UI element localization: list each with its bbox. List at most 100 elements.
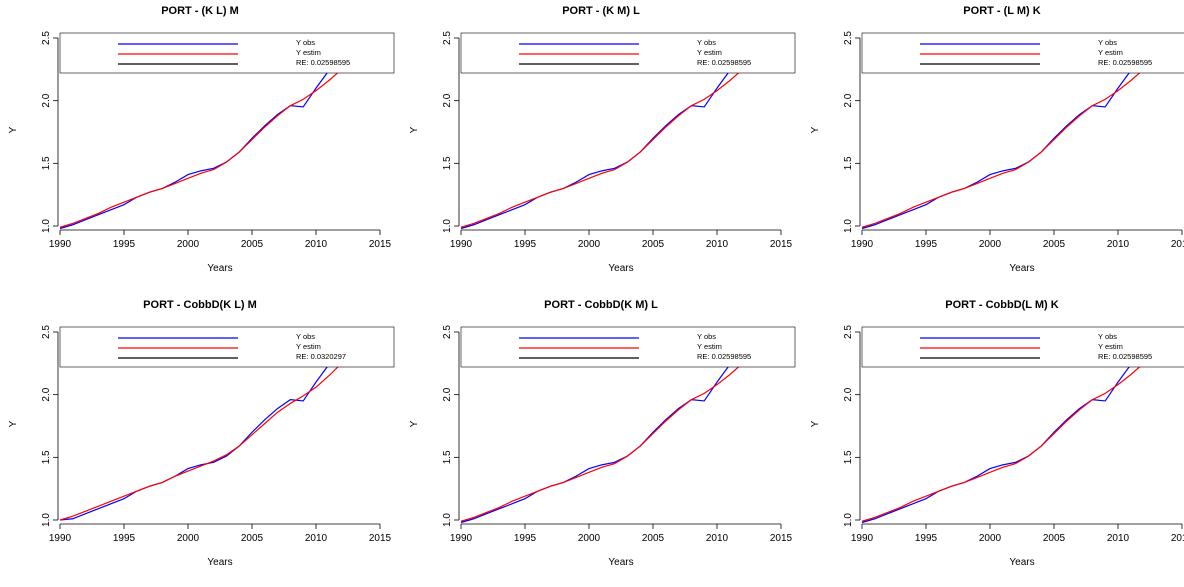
x-tick-label: 2000 [979, 239, 1002, 250]
series-line-y-obs [460, 360, 743, 524]
y-tick-label: 2.0 [41, 93, 52, 107]
chart-svg: PORT - CobbD(L M) K 1990 1995 2000 2005 2010 2… [810, 299, 1184, 568]
x-tick-label: 1990 [851, 239, 874, 250]
x-tick-label: 2000 [979, 533, 1002, 544]
legend-label: RE: 0.02598595 [1098, 352, 1152, 361]
x-tick-label: 2015 [369, 239, 392, 250]
y-tick-label: 2.0 [843, 387, 854, 401]
legend-box [861, 32, 1184, 74]
legend-label: Y estim [1098, 342, 1123, 351]
chart-panel-4: PORT - CobbD(K L) M 1990 1995 2000 2005 2010 2… [0, 294, 400, 587]
series-line-y-obs [460, 66, 743, 230]
chart-svg: PORT - CobbD(K M) L 1990 1995 2000 2005 2010 2… [409, 299, 796, 568]
y-tick-label: 2.5 [41, 31, 52, 45]
y-tick-label: 2.0 [41, 387, 52, 401]
x-tick-label: 2000 [578, 239, 601, 250]
y-tick-label: 2.0 [843, 93, 854, 107]
legend-label: RE: 0.0320297 [296, 352, 346, 361]
chart-svg: PORT - (K M) L 1990 1995 2000 2005 2010 2015 1.… [409, 5, 796, 274]
chart-title: PORT - CobbD(K M) L [544, 299, 658, 311]
x-tick-label: 2015 [1171, 533, 1184, 544]
legend-label: RE: 0.02598595 [697, 58, 751, 67]
x-tick-label: 2010 [706, 533, 729, 544]
legend-label: Y obs [296, 332, 315, 341]
chart-title: PORT - CobbD(K L) M [143, 299, 257, 311]
y-tick-label: 1.5 [41, 450, 52, 464]
y-axis-label: Y [409, 420, 420, 427]
y-tick-label: 2.0 [442, 387, 453, 401]
x-tick-label: 2000 [177, 239, 200, 250]
x-tick-label: 2005 [1043, 239, 1066, 250]
x-axis-label: Years [207, 557, 232, 568]
y-axis-label: Y [409, 126, 420, 133]
x-tick-label: 2005 [241, 239, 264, 250]
series-line-y-obs [59, 66, 342, 230]
legend-box [460, 32, 796, 74]
legend-box [59, 32, 395, 74]
x-tick-label: 2000 [578, 533, 601, 544]
y-axis-label: Y [8, 420, 19, 427]
legend-label: Y estim [296, 342, 321, 351]
x-tick-label: 2005 [241, 533, 264, 544]
x-tick-label: 1995 [915, 533, 938, 544]
x-tick-label: 1990 [450, 533, 473, 544]
y-axis-label: Y [810, 420, 821, 427]
x-tick-label: 1995 [514, 533, 537, 544]
x-tick-label: 2015 [770, 533, 793, 544]
y-tick-label: 2.5 [843, 31, 854, 45]
y-tick-label: 2.5 [442, 325, 453, 339]
series-line-y-estim [460, 68, 743, 228]
legend-label: Y obs [697, 332, 716, 341]
y-tick-label: 1.5 [41, 156, 52, 170]
x-tick-label: 1995 [113, 239, 136, 250]
x-tick-label: 1995 [915, 239, 938, 250]
legend-label: Y obs [296, 38, 315, 47]
chart-title: PORT - (K L) M [161, 5, 239, 17]
x-tick-label: 2010 [1107, 533, 1130, 544]
series-line-y-estim [460, 362, 743, 522]
y-axis-label: Y [810, 126, 821, 133]
chart-svg: PORT - (L M) K 1990 1995 2000 2005 2010 2015 1.… [810, 5, 1184, 274]
y-tick-label: 1.0 [41, 513, 52, 527]
chart-title: PORT - CobbD(L M) K [945, 299, 1058, 311]
chart-svg: PORT - CobbD(K L) M 1990 1995 2000 2005 2010 2… [8, 299, 395, 568]
x-tick-label: 2015 [770, 239, 793, 250]
chart-title: PORT - (L M) K [963, 5, 1040, 17]
y-tick-label: 1.5 [843, 450, 854, 464]
x-tick-label: 1995 [514, 239, 537, 250]
legend-label: RE: 0.02598595 [296, 58, 350, 67]
x-tick-label: 2005 [642, 533, 665, 544]
legend-label: Y estim [697, 342, 722, 351]
x-axis-label: Years [608, 557, 633, 568]
x-axis-label: Years [608, 263, 633, 274]
y-tick-label: 1.0 [843, 513, 854, 527]
y-tick-label: 1.5 [442, 156, 453, 170]
series-line-y-estim [59, 362, 343, 521]
x-tick-label: 2005 [1043, 533, 1066, 544]
x-axis-label: Years [1009, 263, 1034, 274]
legend-label: Y obs [1098, 38, 1117, 47]
y-tick-label: 1.0 [41, 219, 52, 233]
x-tick-label: 2015 [1171, 239, 1184, 250]
legend-box [861, 326, 1184, 368]
series-line-y-estim [861, 68, 1144, 228]
series-line-y-estim [861, 362, 1144, 522]
x-axis-label: Years [207, 263, 232, 274]
x-tick-label: 1990 [851, 533, 874, 544]
legend-box [59, 326, 395, 368]
legend-label: Y estim [697, 48, 722, 57]
y-tick-label: 1.5 [442, 450, 453, 464]
legend-label: RE: 0.02598595 [1098, 58, 1152, 67]
chart-panel-5: PORT - CobbD(K M) L 1990 1995 2000 2005 2010 2… [401, 294, 801, 587]
legend-label: Y obs [697, 38, 716, 47]
x-tick-label: 2010 [305, 239, 328, 250]
y-axis-label: Y [8, 126, 19, 133]
chart-panel-1: PORT - (K L) M 1990 1995 2000 2005 2010 2015 1.… [0, 0, 400, 293]
y-tick-label: 2.5 [843, 325, 854, 339]
chart-svg: PORT - (K L) M 1990 1995 2000 2005 2010 2015 1.… [8, 5, 395, 274]
y-tick-label: 1.0 [442, 219, 453, 233]
chart-panel-2: PORT - (K M) L 1990 1995 2000 2005 2010 2015 1.… [401, 0, 801, 293]
x-tick-label: 2005 [642, 239, 665, 250]
x-tick-label: 1990 [49, 239, 72, 250]
